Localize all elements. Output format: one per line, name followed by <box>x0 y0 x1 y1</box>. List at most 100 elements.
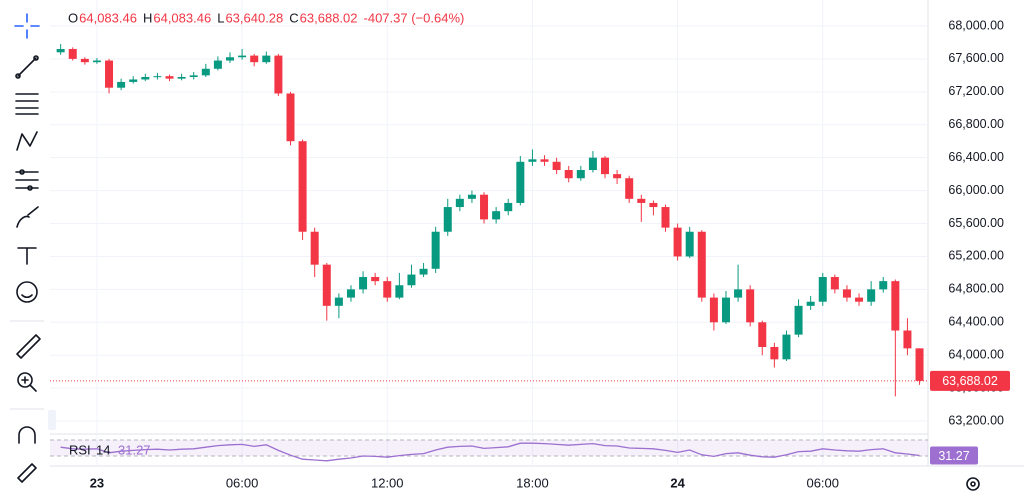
candle-body <box>625 178 634 199</box>
y-tick-label: 64,400.00 <box>948 315 1004 329</box>
candle-body <box>830 277 839 290</box>
trend-line-tool[interactable] <box>15 55 39 79</box>
x-tick-label: 06:00 <box>806 475 839 490</box>
rsi-tag <box>930 446 978 465</box>
candle-body <box>842 289 851 298</box>
candle-body <box>770 346 779 360</box>
candle-body <box>661 207 670 228</box>
candle-body <box>407 274 416 286</box>
candle-body <box>915 348 924 381</box>
y-tick-label: 66,400.00 <box>948 150 1004 164</box>
y-tick-label: 64,800.00 <box>948 282 1004 296</box>
x-tick-label: 12:00 <box>371 475 404 490</box>
lock-tool[interactable] <box>17 463 37 483</box>
candle-body <box>867 289 876 302</box>
candle-body <box>903 330 912 349</box>
pattern-tool[interactable] <box>16 131 38 151</box>
rsi-legend-value: 31.27 <box>118 442 151 457</box>
candle-body <box>359 277 368 290</box>
x-tick-label: 23 <box>90 475 104 490</box>
candle-body <box>540 159 549 162</box>
fib-tool[interactable] <box>15 93 39 115</box>
candle-body <box>346 289 355 298</box>
crosshair-tool[interactable] <box>14 13 40 39</box>
ruler-tool[interactable] <box>16 334 41 359</box>
zoom-tool[interactable] <box>17 372 37 392</box>
candle-body <box>274 55 283 94</box>
ohlc-value: 63,688.02 <box>300 10 358 25</box>
candle-body <box>226 57 235 61</box>
last-price-label: 63,688.02 <box>942 374 998 388</box>
candle-body <box>709 297 718 323</box>
rsi-name: RSI <box>69 442 91 457</box>
brush-tool[interactable] <box>16 206 39 228</box>
y-tick-label: 67,600.00 <box>948 51 1004 65</box>
rsi-line <box>60 442 920 462</box>
toolbar <box>10 13 56 483</box>
projection-tool[interactable] <box>15 169 39 191</box>
candle-body <box>201 68 210 76</box>
candle-body <box>685 231 694 257</box>
candle-body <box>576 170 585 179</box>
candle-body <box>117 81 126 88</box>
candle-body <box>310 231 319 265</box>
emoji-tool[interactable] <box>16 281 38 303</box>
candle-body <box>879 281 888 290</box>
candle-body <box>68 49 77 59</box>
x-tick-label: 18:00 <box>516 475 549 490</box>
candle-body <box>371 277 380 282</box>
candle-body <box>601 157 610 175</box>
candle-body <box>129 79 138 82</box>
candle-body <box>758 322 767 347</box>
candle-body <box>782 334 791 360</box>
candle-body <box>673 227 682 257</box>
collapse-handle[interactable] <box>48 410 56 430</box>
candle-body <box>92 60 101 63</box>
y-tick-label: 68,000.00 <box>948 18 1004 32</box>
candle-body <box>588 157 597 171</box>
ohlc-value: 63,640.28 <box>225 10 283 25</box>
y-tick-label: 66,800.00 <box>948 117 1004 131</box>
last-price-tag <box>930 370 1010 391</box>
candle-body <box>56 49 65 53</box>
ohlc-value: 64,083.46 <box>79 10 137 25</box>
candle-body <box>516 161 525 203</box>
candle-body <box>697 231 706 298</box>
candle-body <box>818 277 827 302</box>
candle-body <box>395 285 404 298</box>
y-tick-label: 63,200.00 <box>948 413 1004 427</box>
magnet-tool[interactable] <box>18 426 36 444</box>
candle-body <box>105 60 114 88</box>
rsi-value-label: 31.27 <box>938 449 969 463</box>
settings-button[interactable] <box>966 477 980 491</box>
candle-body <box>891 281 900 331</box>
candle-body <box>528 159 537 162</box>
candle-body <box>262 55 271 63</box>
candle-body <box>322 264 331 306</box>
x-tick-label: 24 <box>670 475 685 490</box>
candle-body <box>564 170 573 179</box>
change-label: -407.37 (−0.64%) <box>364 10 465 25</box>
ohlc-key: O <box>68 10 78 25</box>
y-tick-label: 66,000.00 <box>948 183 1004 197</box>
candle-body <box>419 268 428 275</box>
plot-area: 2306:0012:0018:002406:0063,200.0063,600.… <box>50 0 1024 490</box>
candle-body <box>855 297 864 302</box>
candle-body <box>613 174 622 179</box>
candle-body <box>383 281 392 298</box>
candle-body <box>213 60 222 69</box>
candle-body <box>238 55 247 58</box>
ohlc-value: 64,083.46 <box>153 10 211 25</box>
candle-body <box>721 297 730 323</box>
text-tool[interactable] <box>17 247 37 265</box>
candle-body <box>189 75 198 78</box>
candle-body <box>794 305 803 335</box>
ohlc-key: C <box>289 10 298 25</box>
ohlc-key: H <box>143 10 152 25</box>
candle-body <box>334 297 343 306</box>
candle-body <box>467 194 476 199</box>
candle-body <box>80 58 89 63</box>
candle-body <box>298 141 307 232</box>
